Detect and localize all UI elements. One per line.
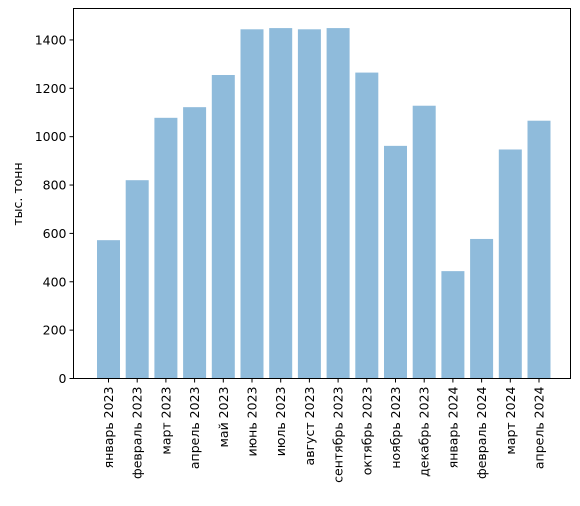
y-tick-label: 800 <box>43 178 67 193</box>
x-tick-label: апрель 2023 <box>187 387 202 470</box>
x-tick-label: декабрь 2023 <box>417 387 432 477</box>
y-tick-label: 1200 <box>35 81 67 96</box>
bar-9 <box>355 72 379 379</box>
bar-13 <box>470 238 494 379</box>
x-tick-label: март 2023 <box>158 387 173 455</box>
y-axis-label: тыс. тонн <box>10 162 25 225</box>
x-tick-label: январь 2024 <box>445 386 460 468</box>
bar-1 <box>125 180 149 379</box>
bar-4 <box>211 75 235 379</box>
bar-10 <box>384 145 407 379</box>
bar-0 <box>97 240 120 379</box>
y-tick-label: 600 <box>43 226 67 241</box>
x-tick-label: июль 2023 <box>273 387 288 457</box>
x-tick-label: август 2023 <box>302 387 317 466</box>
bar-6 <box>269 28 293 379</box>
bar-3 <box>183 107 207 379</box>
x-tick-label: апрель 2024 <box>532 386 547 469</box>
x-tick-label: март 2024 <box>503 386 518 454</box>
bar-14 <box>498 149 522 379</box>
x-tick-label: октябрь 2023 <box>359 387 374 476</box>
bar-15 <box>527 120 551 379</box>
x-axis-ticks: январь 2023 февраль 2023 март 2023 апрель 2… <box>101 378 547 483</box>
plot-frame <box>73 8 571 379</box>
y-tick-label: 1000 <box>35 129 67 144</box>
x-tick-label: май 2023 <box>216 387 231 448</box>
bar-7 <box>297 29 321 379</box>
bar-2 <box>154 117 178 379</box>
x-tick-label: сентябрь 2023 <box>331 387 346 483</box>
x-tick-label: февраль 2024 <box>474 386 489 479</box>
y-tick-label: 1400 <box>35 32 67 47</box>
y-tick-label: 0 <box>59 371 67 386</box>
y-axis-ticks: 0 200 400 600 800 1000 1200 1400 <box>35 32 74 386</box>
y-tick-label: 400 <box>43 274 67 289</box>
bar-5 <box>240 29 264 379</box>
x-tick-label: февраль 2023 <box>130 387 145 479</box>
x-tick-label: июнь 2023 <box>245 387 260 457</box>
x-tick-label: январь 2023 <box>101 387 116 469</box>
bars-group <box>97 28 551 379</box>
bar-12 <box>441 271 465 379</box>
bar-11 <box>412 105 436 379</box>
y-tick-label: 200 <box>43 323 67 338</box>
x-tick-label: ноябрь 2023 <box>388 387 403 469</box>
bar-8 <box>326 28 350 379</box>
